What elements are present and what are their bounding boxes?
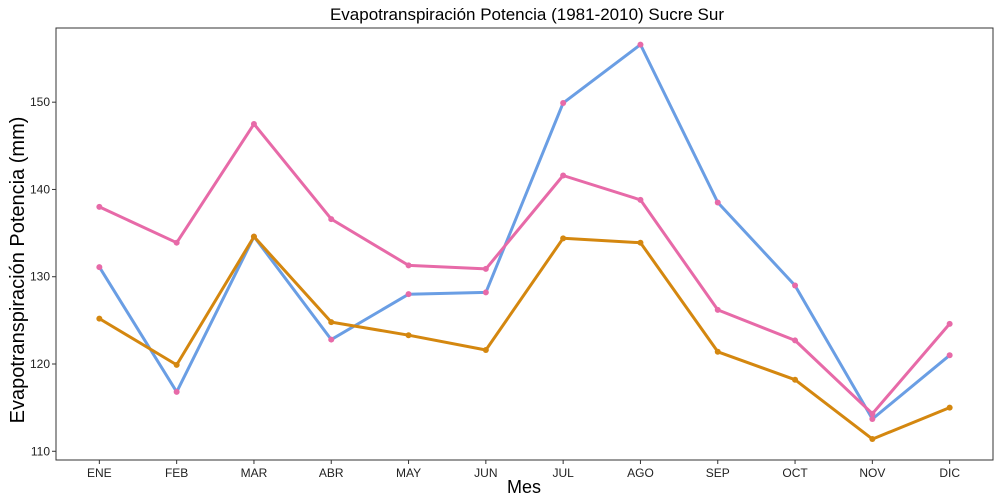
data-point-series-1 bbox=[792, 282, 799, 289]
data-point-series-3 bbox=[869, 436, 876, 443]
data-point-series-3 bbox=[792, 376, 799, 383]
series-line-1 bbox=[97, 43, 952, 421]
data-point-series-1 bbox=[96, 264, 103, 271]
y-tick-label: 120 bbox=[30, 357, 50, 371]
data-point-series-3 bbox=[173, 361, 180, 368]
data-point-series-3 bbox=[560, 235, 567, 242]
data-point-series-1 bbox=[869, 415, 876, 422]
data-point-series-2 bbox=[792, 337, 799, 344]
data-point-series-2 bbox=[173, 239, 180, 246]
y-tick-label: 110 bbox=[31, 444, 50, 458]
x-axis-label: Mes bbox=[507, 477, 541, 497]
y-tick-label: 140 bbox=[30, 182, 50, 196]
data-point-series-3 bbox=[637, 239, 644, 246]
data-point-series-3 bbox=[405, 332, 412, 339]
data-point-series-3 bbox=[946, 404, 953, 411]
data-point-series-1 bbox=[482, 289, 489, 296]
data-point-series-3 bbox=[328, 319, 335, 326]
data-point-series-2 bbox=[328, 216, 335, 223]
x-tick-label: JUN bbox=[474, 466, 497, 480]
data-point-series-3 bbox=[96, 315, 103, 322]
data-point-series-2 bbox=[637, 196, 644, 203]
x-tick-label: ENE bbox=[87, 466, 112, 480]
x-tick-label: FEB bbox=[165, 466, 188, 480]
data-point-series-2 bbox=[96, 203, 103, 210]
x-tick-label: ABR bbox=[319, 466, 344, 480]
data-point-series-1 bbox=[714, 199, 721, 206]
x-tick-label: NOV bbox=[859, 466, 885, 480]
data-point-series-3 bbox=[250, 233, 257, 240]
data-point-series-2 bbox=[405, 262, 412, 269]
x-tick-label: OCT bbox=[782, 466, 808, 480]
data-point-series-1 bbox=[173, 388, 180, 395]
data-point-series-2 bbox=[869, 410, 876, 417]
data-point-series-2 bbox=[250, 121, 257, 127]
x-tick-label: MAR bbox=[241, 466, 268, 480]
data-point-series-3 bbox=[714, 348, 721, 355]
x-tick-label: DIC bbox=[939, 466, 960, 480]
series-line-3 bbox=[97, 235, 952, 441]
data-point-series-2 bbox=[560, 172, 567, 179]
data-point-series-1 bbox=[637, 41, 644, 48]
x-tick-label: MAY bbox=[396, 466, 421, 480]
series-lines bbox=[97, 43, 952, 441]
x-tick-label: AGO bbox=[627, 466, 654, 480]
y-tick-label: 130 bbox=[30, 270, 50, 284]
series-points bbox=[96, 41, 953, 443]
y-tick-label: 150 bbox=[30, 95, 50, 109]
x-tick-label: SEP bbox=[706, 466, 730, 480]
data-point-series-1 bbox=[328, 336, 335, 343]
data-point-series-2 bbox=[714, 306, 721, 313]
data-point-series-2 bbox=[946, 320, 953, 327]
data-point-series-3 bbox=[482, 347, 489, 354]
x-axis: ENE FEB MAR ABR MAY JUN JUL AGO SEP OCT NOV DIC bbox=[87, 460, 960, 480]
series-line-2 bbox=[97, 122, 952, 416]
plot-panel bbox=[55, 27, 994, 461]
chart-title: Evapotranspiración Potencia (1981-2010) … bbox=[330, 5, 724, 24]
data-point-series-2 bbox=[482, 265, 489, 272]
data-point-series-1 bbox=[560, 100, 567, 107]
y-axis-label: Evapotranspiración Potencia (mm) bbox=[7, 117, 29, 424]
data-point-series-1 bbox=[405, 291, 412, 298]
y-axis: 110 120 130 140 150 bbox=[30, 95, 56, 458]
x-tick-label: JUL bbox=[552, 466, 574, 480]
data-point-series-1 bbox=[946, 352, 953, 359]
